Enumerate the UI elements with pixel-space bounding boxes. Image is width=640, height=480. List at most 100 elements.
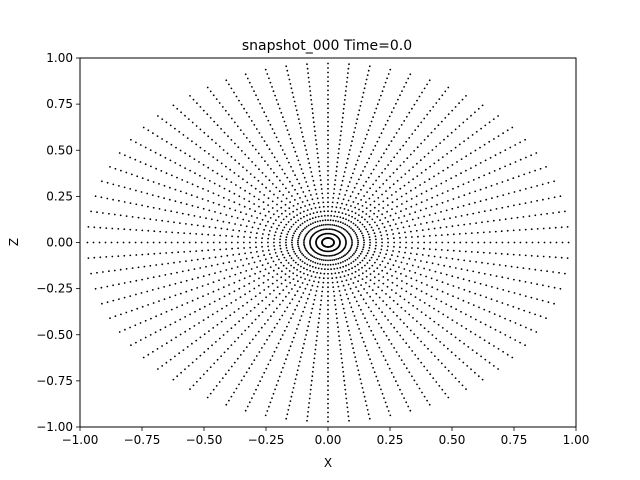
scatter-point bbox=[366, 349, 368, 352]
scatter-point bbox=[327, 228, 329, 231]
scatter-point bbox=[180, 201, 183, 204]
y-tick-label: −0.50 bbox=[36, 328, 73, 342]
scatter-point bbox=[400, 124, 403, 126]
scatter-point bbox=[294, 221, 297, 224]
scatter-point bbox=[282, 366, 284, 369]
scatter-point bbox=[92, 241, 95, 244]
scatter-point bbox=[430, 131, 433, 134]
scatter-point bbox=[343, 312, 346, 314]
scatter-point bbox=[445, 273, 448, 276]
scatter-point bbox=[343, 379, 346, 382]
scatter-point bbox=[451, 109, 454, 112]
scatter-point bbox=[441, 327, 444, 329]
scatter-point bbox=[302, 292, 305, 294]
scatter-point bbox=[423, 117, 426, 120]
scatter-point bbox=[442, 313, 445, 316]
scatter-point bbox=[339, 188, 342, 191]
scatter-point bbox=[219, 270, 222, 273]
scatter-point bbox=[139, 161, 142, 163]
scatter-point bbox=[502, 132, 504, 135]
scatter-point bbox=[267, 164, 269, 166]
scatter-point bbox=[463, 223, 466, 226]
scatter-point bbox=[218, 241, 221, 244]
scatter-point bbox=[437, 310, 440, 313]
scatter-point bbox=[384, 315, 386, 317]
scatter-point bbox=[93, 256, 96, 259]
scatter-point bbox=[379, 264, 381, 266]
scatter-point bbox=[429, 373, 432, 376]
scatter-point bbox=[391, 254, 393, 257]
scatter-point bbox=[524, 228, 527, 231]
scatter-point bbox=[347, 199, 350, 202]
scatter-point bbox=[289, 180, 291, 183]
scatter-point bbox=[415, 279, 418, 282]
scatter-point bbox=[276, 210, 279, 212]
scatter-point bbox=[123, 296, 126, 299]
scatter-point bbox=[402, 144, 405, 147]
scatter-point bbox=[297, 365, 300, 367]
scatter-point bbox=[350, 227, 352, 230]
scatter-point bbox=[513, 278, 515, 281]
scatter-point bbox=[154, 331, 157, 334]
scatter-point bbox=[183, 232, 186, 235]
scatter-point bbox=[545, 166, 547, 168]
scatter-point bbox=[428, 248, 431, 251]
scatter-point bbox=[205, 217, 207, 220]
scatter-point bbox=[355, 182, 358, 185]
scatter-point bbox=[336, 317, 338, 320]
scatter-point bbox=[292, 387, 295, 389]
scatter-point bbox=[298, 360, 301, 363]
scatter-point bbox=[299, 232, 302, 234]
scatter-point bbox=[283, 226, 286, 229]
scatter-point bbox=[135, 279, 138, 282]
scatter-point bbox=[420, 121, 423, 124]
scatter-point bbox=[327, 340, 329, 342]
scatter-point bbox=[159, 230, 162, 233]
scatter-point bbox=[327, 353, 329, 356]
scatter-point bbox=[291, 288, 293, 290]
scatter-point bbox=[343, 171, 346, 173]
scatter-point bbox=[327, 344, 329, 347]
scatter-point bbox=[484, 358, 487, 361]
scatter-point bbox=[452, 285, 455, 287]
scatter-point bbox=[323, 210, 326, 213]
scatter-point bbox=[413, 333, 416, 335]
scatter-point bbox=[492, 118, 495, 120]
scatter-point bbox=[316, 262, 319, 265]
scatter-point bbox=[352, 282, 355, 284]
scatter-point bbox=[292, 223, 295, 226]
scatter-point bbox=[330, 272, 333, 275]
scatter-point bbox=[200, 241, 203, 244]
scatter-point bbox=[355, 122, 358, 125]
scatter-point bbox=[207, 200, 210, 202]
scatter-point bbox=[440, 182, 443, 185]
scatter-point bbox=[309, 264, 311, 267]
scatter-point bbox=[194, 241, 197, 244]
scatter-point bbox=[327, 420, 329, 423]
scatter-point bbox=[299, 163, 301, 166]
scatter-point bbox=[348, 268, 350, 271]
scatter-point bbox=[366, 74, 369, 76]
scatter-point bbox=[400, 195, 403, 198]
scatter-point bbox=[408, 137, 411, 139]
scatter-point bbox=[303, 237, 306, 239]
scatter-point bbox=[376, 379, 379, 382]
scatter-point bbox=[263, 228, 265, 231]
scatter-point bbox=[368, 65, 371, 68]
scatter-point bbox=[268, 210, 270, 213]
scatter-point bbox=[348, 181, 351, 183]
scatter-point bbox=[280, 261, 282, 264]
scatter-point bbox=[459, 241, 462, 244]
scatter-point bbox=[361, 210, 364, 213]
scatter-point bbox=[335, 312, 338, 315]
scatter-point bbox=[396, 277, 398, 280]
scatter-point bbox=[535, 152, 538, 154]
scatter-point bbox=[401, 393, 403, 395]
scatter-point bbox=[381, 171, 383, 174]
scatter-point bbox=[320, 229, 323, 231]
scatter-point bbox=[405, 290, 408, 293]
scatter-point bbox=[192, 384, 195, 387]
scatter-point bbox=[234, 142, 236, 145]
scatter-point bbox=[464, 250, 467, 253]
scatter-point bbox=[375, 241, 377, 244]
